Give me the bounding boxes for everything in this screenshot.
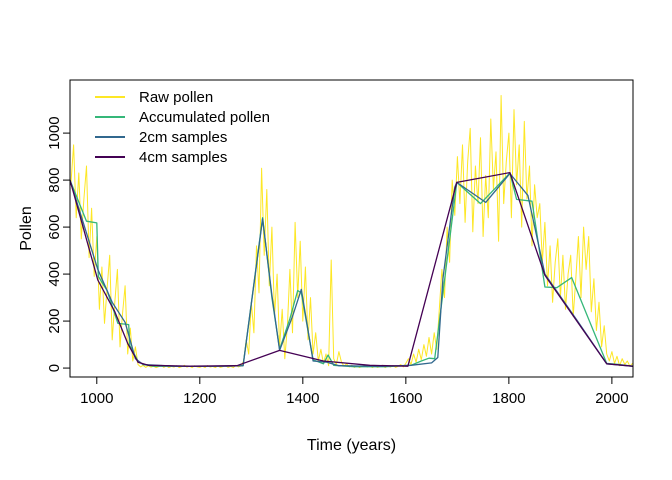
y-axis-title: Pollen — [18, 206, 35, 250]
legend-line-swatch — [95, 136, 125, 138]
legend-label: 4cm samples — [139, 148, 228, 166]
legend-line-swatch — [95, 116, 125, 118]
y-tick-label: 400 — [46, 262, 63, 287]
x-axis-title: Time (years) — [307, 437, 396, 454]
y-tick-label: 200 — [46, 309, 63, 334]
legend-line-swatch — [95, 156, 125, 158]
legend-line-swatch — [95, 96, 125, 98]
y-tick-label: 800 — [46, 168, 63, 193]
x-tick-label: 1600 — [389, 390, 422, 407]
legend: Raw pollen Accumulated pollen 2cm samples 4… — [95, 87, 270, 167]
x-tick-label: 2000 — [595, 390, 628, 407]
y-tick-label: 600 — [46, 215, 63, 240]
legend-label: Accumulated pollen — [139, 108, 270, 126]
legend-item: 2cm samples — [95, 127, 270, 147]
x-tick-label: 1200 — [183, 390, 216, 407]
y-tick-label: 0 — [46, 364, 63, 372]
y-tick-label: 1000 — [46, 116, 63, 149]
legend-item: Raw pollen — [95, 87, 270, 107]
legend-label: 2cm samples — [139, 128, 228, 146]
legend-item: 4cm samples — [95, 147, 270, 167]
x-tick-label: 1400 — [286, 390, 319, 407]
legend-item: Accumulated pollen — [95, 107, 270, 127]
series-line-4cm-samples — [69, 171, 633, 367]
x-tick-label: 1000 — [80, 390, 113, 407]
legend-label: Raw pollen — [139, 88, 214, 106]
x-tick-label: 1800 — [492, 390, 525, 407]
plot-border — [69, 79, 634, 378]
